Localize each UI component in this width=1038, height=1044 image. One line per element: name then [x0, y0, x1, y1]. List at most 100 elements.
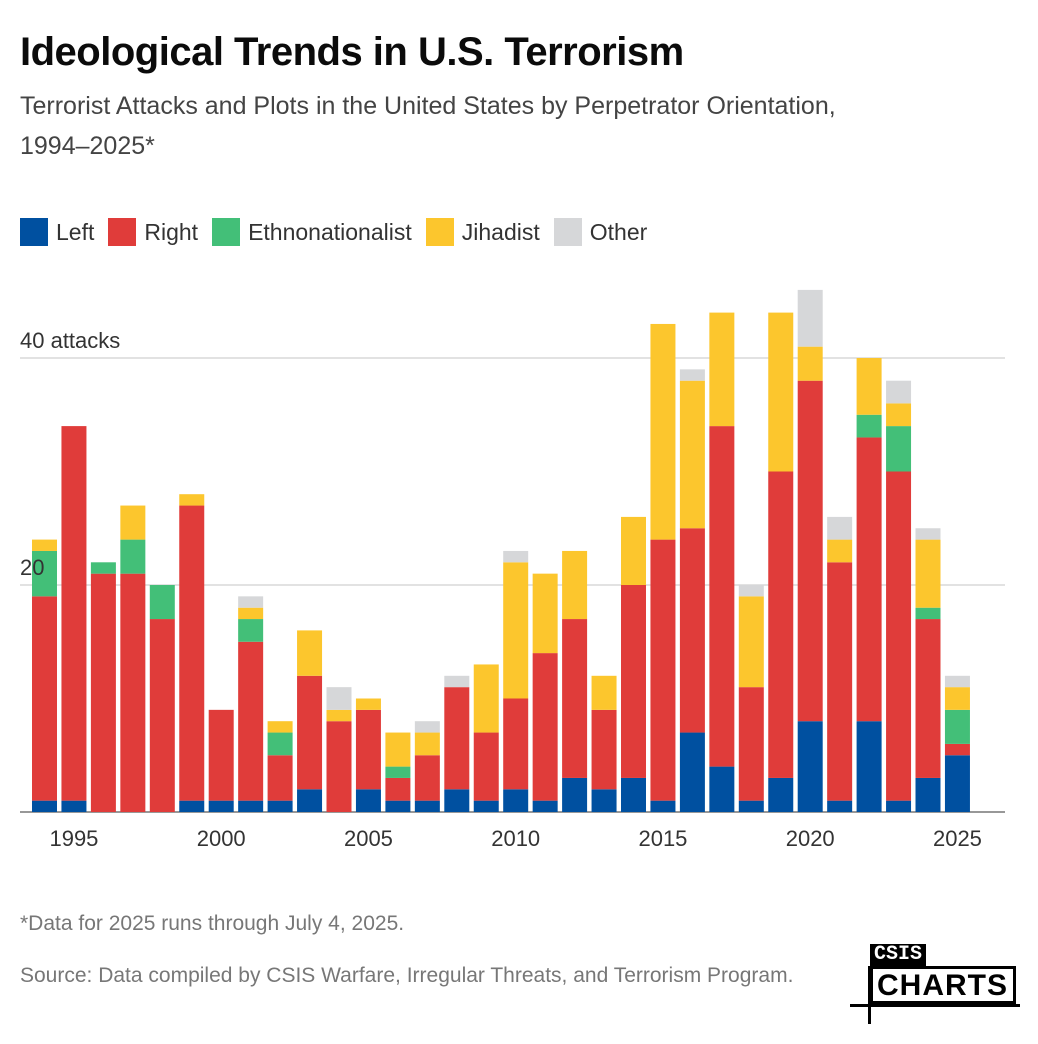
bar-segment-right-2004 [326, 721, 352, 812]
csis-charts-logo: CSIS CHARTS [850, 944, 1020, 1024]
bar-segment-ethnonationalist-2023 [886, 426, 912, 472]
bar-segment-ethnonationalist-1996 [90, 562, 116, 574]
bar-segment-right-2016 [679, 528, 705, 733]
bar-segment-right-1997 [120, 573, 146, 812]
legend-swatch-right [108, 218, 137, 246]
bar-segment-left-2012 [562, 777, 588, 812]
x-tick-label: 2000 [197, 826, 246, 851]
bar-segment-jihadist-2015 [650, 323, 676, 540]
bar-1999 [179, 494, 205, 812]
bar-2000 [208, 709, 234, 812]
bar-segment-ethnonationalist-1997 [120, 539, 146, 574]
bar-segment-jihadist-2005 [355, 698, 381, 710]
bar-segment-right-1996 [90, 573, 116, 812]
bar-2010 [503, 550, 529, 812]
bar-2012 [562, 550, 588, 812]
bar-segment-right-1998 [149, 619, 175, 812]
bar-segment-right-2021 [827, 562, 853, 801]
bar-segment-right-2009 [473, 732, 499, 801]
bar-2003 [297, 630, 323, 812]
bar-segment-jihadist-2007 [414, 732, 440, 756]
bar-segment-right-2019 [768, 471, 794, 778]
bar-segment-right-2024 [915, 619, 941, 778]
bar-segment-other-2025 [944, 675, 970, 688]
bar-segment-left-2014 [621, 777, 646, 812]
bar-segment-other-2023 [886, 380, 912, 404]
bar-segment-jihadist-2002 [267, 721, 293, 733]
bar-2022 [856, 358, 882, 812]
bar-segment-jihadist-2012 [562, 550, 588, 620]
bar-segment-right-2013 [591, 709, 617, 790]
bar-segment-right-2023 [886, 471, 912, 801]
legend: Left Right Ethnonationalist Jihadist Oth… [20, 218, 661, 246]
bar-segment-jihadist-2025 [944, 687, 970, 710]
source-note: Source: Data compiled by CSIS Warfare, I… [20, 964, 794, 987]
bar-segment-other-2021 [827, 516, 853, 540]
bar-1997 [120, 505, 146, 812]
logo-horizontal-rule [850, 1004, 1020, 1007]
legend-swatch-ethnonationalist [212, 218, 241, 246]
bar-segment-ethnonationalist-2025 [944, 709, 970, 744]
bar-segment-jihadist-2010 [503, 562, 529, 699]
bar-segment-left-1994 [32, 800, 57, 812]
bar-segment-right-2022 [856, 437, 882, 722]
bar-2009 [473, 664, 499, 812]
legend-item-left: Left [20, 218, 94, 246]
bar-2024 [915, 528, 941, 812]
bar-segment-right-1999 [179, 505, 205, 801]
bar-segment-left-2024 [915, 777, 941, 812]
stacked-bar-chart: 20 40 attacks 1995 2000 2005 2010 2015 2020 202… [20, 289, 1005, 851]
bar-segment-right-2020 [797, 380, 823, 722]
bar-1995 [61, 426, 87, 812]
x-tick-label: 2025 [933, 826, 982, 851]
bar-2006 [385, 732, 411, 812]
bar-segment-ethnonationalist-1994 [32, 550, 57, 597]
x-tick-label: 1995 [49, 826, 98, 851]
bar-2013 [591, 675, 617, 812]
bar-2004 [326, 687, 352, 812]
legend-swatch-left [20, 218, 48, 246]
bar-segment-left-2000 [208, 800, 234, 812]
logo-vertical-rule [868, 966, 871, 1024]
x-tick-label: 2015 [638, 826, 687, 851]
bar-2001 [238, 596, 264, 812]
bar-segment-jihadist-2024 [915, 539, 941, 608]
bar-segment-right-2015 [650, 539, 676, 801]
bar-segment-other-2024 [915, 528, 941, 540]
bar-segment-right-2012 [562, 619, 588, 778]
bar-segment-left-2020 [797, 721, 823, 812]
bar-2005 [355, 698, 381, 812]
bar-segment-left-2021 [827, 800, 853, 812]
bar-2020 [797, 289, 823, 812]
bar-segment-jihadist-2014 [621, 516, 646, 585]
bar-segment-right-2005 [355, 709, 381, 790]
bar-2023 [886, 380, 912, 812]
bar-segment-ethnonationalist-1998 [149, 585, 175, 620]
bar-segment-left-2006 [385, 800, 411, 812]
footnote: *Data for 2025 runs through July 4, 2025… [20, 912, 405, 935]
bar-segment-other-2004 [326, 687, 352, 710]
bar-segment-right-2002 [267, 755, 293, 801]
bar-segment-right-2014 [621, 585, 646, 778]
bar-segment-ethnonationalist-2001 [238, 619, 264, 642]
bar-segment-left-2015 [650, 800, 676, 812]
chart-title: Ideological Trends in U.S. Terrorism [20, 30, 684, 74]
bar-segment-other-2016 [679, 369, 705, 381]
bar-segment-right-1994 [32, 596, 57, 801]
bar-segment-jihadist-1997 [120, 505, 146, 540]
legend-item-jihadist: Jihadist [425, 218, 540, 246]
bar-segment-left-2022 [856, 721, 882, 812]
bar-1996 [90, 562, 116, 812]
bar-segment-jihadist-2022 [856, 358, 882, 415]
bar-segment-left-2005 [355, 789, 381, 812]
bar-segment-left-2016 [679, 732, 705, 812]
bar-segment-right-2008 [444, 687, 470, 790]
bar-2007 [414, 721, 440, 812]
bar-segment-left-2007 [414, 800, 440, 812]
chart-subtitle: Terrorist Attacks and Plots in the Unite… [20, 92, 836, 160]
legend-item-right: Right [108, 218, 198, 246]
bar-2014 [621, 516, 646, 812]
bar-segment-other-2010 [503, 550, 529, 563]
bar-segment-left-2010 [503, 789, 529, 812]
bar-segment-right-2006 [385, 777, 411, 801]
